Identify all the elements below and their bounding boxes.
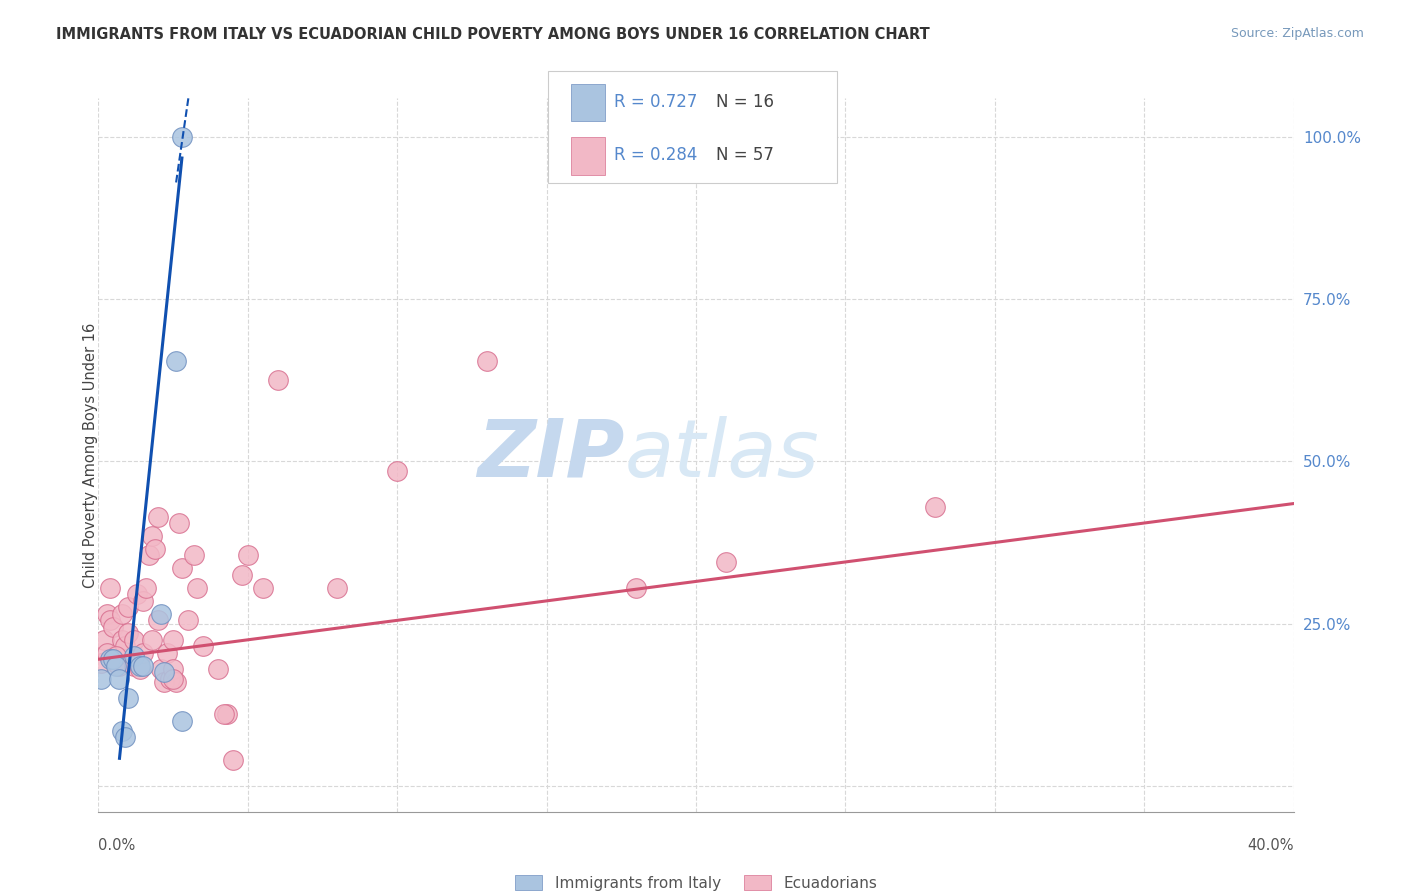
Text: R = 0.727: R = 0.727 [614, 93, 697, 111]
Point [138, 549, 160, 563]
Point [162, 632, 184, 647]
Point [172, 561, 194, 575]
Point [177, 613, 200, 627]
Point [156, 646, 179, 660]
Point [165, 354, 187, 368]
Point [127, 587, 149, 601]
Point [129, 662, 152, 676]
Point [150, 662, 173, 676]
Point [162, 672, 184, 686]
Point [183, 549, 205, 563]
Legend: Immigrants from Italy, Ecuadorians: Immigrants from Italy, Ecuadorians [509, 869, 883, 892]
Point [186, 581, 208, 595]
Point [924, 500, 946, 514]
Point [103, 652, 125, 666]
Point [132, 594, 155, 608]
Point [172, 130, 194, 145]
Point [148, 613, 170, 627]
Point [267, 373, 290, 387]
Point [111, 632, 134, 647]
Point [103, 652, 125, 666]
Point [714, 555, 737, 569]
Text: atlas: atlas [624, 416, 820, 494]
Point [148, 509, 170, 524]
Point [252, 581, 274, 595]
Point [153, 665, 176, 680]
Text: 40.0%: 40.0% [1247, 838, 1294, 854]
Text: N = 16: N = 16 [716, 93, 773, 111]
Point [141, 529, 163, 543]
Y-axis label: Child Poverty Among Boys Under 16: Child Poverty Among Boys Under 16 [83, 322, 97, 588]
Point [108, 658, 131, 673]
Point [96, 607, 118, 621]
Point [114, 730, 136, 744]
Point [103, 620, 125, 634]
Point [108, 672, 131, 686]
Point [100, 652, 122, 666]
Text: 0.0%: 0.0% [98, 838, 135, 854]
Point [207, 662, 229, 676]
Point [105, 658, 128, 673]
Point [135, 581, 157, 595]
Text: ZIP: ZIP [477, 416, 624, 494]
Point [129, 658, 152, 673]
Point [117, 691, 139, 706]
Point [191, 640, 214, 654]
Point [150, 607, 173, 621]
Point [222, 753, 245, 767]
Point [90, 672, 112, 686]
Point [124, 648, 146, 663]
Point [212, 707, 235, 722]
Point [475, 354, 498, 368]
Point [626, 581, 648, 595]
Point [105, 656, 128, 670]
Point [96, 646, 118, 660]
Point [153, 675, 176, 690]
Point [124, 632, 146, 647]
Point [124, 658, 146, 673]
Text: IMMIGRANTS FROM ITALY VS ECUADORIAN CHILD POVERTY AMONG BOYS UNDER 16 CORRELATIO: IMMIGRANTS FROM ITALY VS ECUADORIAN CHIL… [56, 27, 929, 42]
Text: N = 57: N = 57 [716, 146, 773, 164]
Point [159, 672, 181, 686]
Point [385, 464, 409, 478]
Point [90, 656, 112, 670]
Point [105, 648, 128, 663]
Point [117, 626, 139, 640]
Point [141, 632, 163, 647]
Point [111, 723, 134, 738]
Point [111, 607, 134, 621]
Point [162, 662, 184, 676]
Point [326, 581, 349, 595]
Point [100, 581, 122, 595]
Point [215, 707, 238, 722]
Point [132, 646, 155, 660]
Point [143, 541, 166, 556]
Point [231, 568, 253, 582]
Point [165, 675, 187, 690]
Point [117, 600, 139, 615]
Point [100, 613, 122, 627]
Point [167, 516, 190, 530]
Text: R = 0.284: R = 0.284 [614, 146, 697, 164]
Point [93, 632, 115, 647]
Point [114, 640, 136, 654]
Text: Source: ZipAtlas.com: Source: ZipAtlas.com [1230, 27, 1364, 40]
Point [172, 714, 194, 728]
Point [236, 549, 259, 563]
Point [132, 658, 155, 673]
